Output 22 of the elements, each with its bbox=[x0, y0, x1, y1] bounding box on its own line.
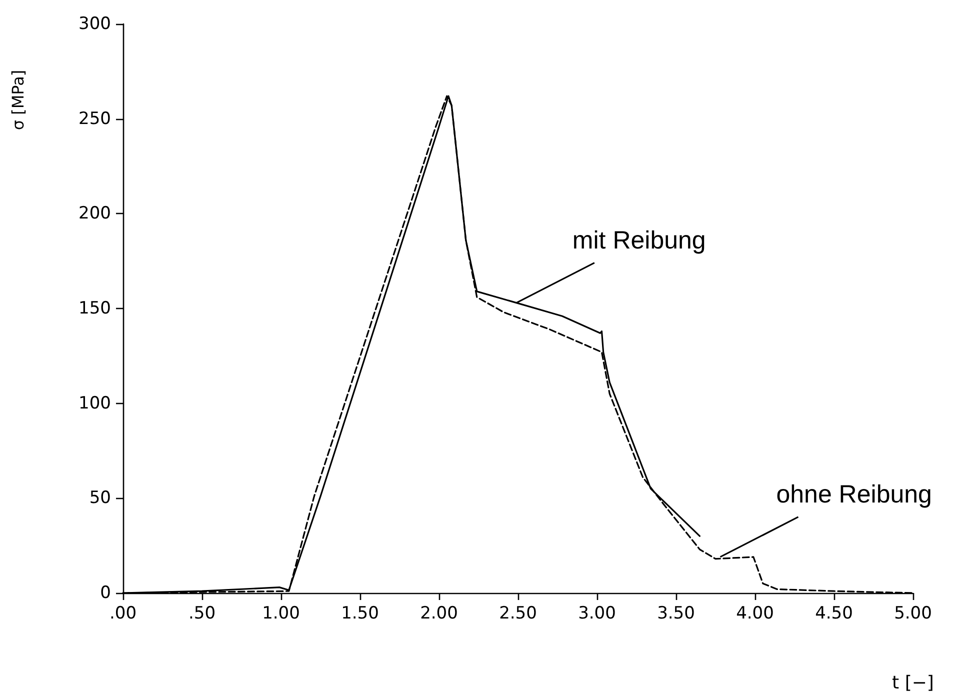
y-tick-label: 300 bbox=[78, 14, 111, 34]
x-tick-label: 1.50 bbox=[341, 604, 379, 624]
x-tick-label: 1.00 bbox=[262, 604, 300, 624]
y-tick-label: 150 bbox=[78, 298, 111, 318]
y-tick-label: 0 bbox=[100, 583, 111, 603]
x-tick-label: .00 bbox=[109, 604, 137, 624]
x-tick-label: 5.00 bbox=[894, 604, 932, 624]
x-tick-label: 3.00 bbox=[578, 604, 616, 624]
x-tick-label: 3.50 bbox=[657, 604, 695, 624]
y-tick-label: 50 bbox=[89, 488, 111, 508]
y-tick-label: 250 bbox=[78, 108, 111, 129]
y-axis-title: σ [MPa] bbox=[8, 70, 28, 130]
x-tick-label: 4.00 bbox=[736, 604, 774, 624]
y-tick-label: 200 bbox=[78, 204, 111, 224]
x-axis-title: t [−] bbox=[892, 672, 934, 694]
x-tick-label: 2.00 bbox=[420, 604, 458, 624]
x-tick-label: .50 bbox=[188, 604, 216, 624]
annotation: mit Reibung bbox=[572, 226, 706, 254]
x-tick-label: 2.50 bbox=[499, 604, 537, 624]
y-tick-label: 100 bbox=[78, 393, 111, 414]
x-tick-label: 4.50 bbox=[815, 604, 853, 624]
annotation: ohne Reibung bbox=[776, 480, 932, 508]
